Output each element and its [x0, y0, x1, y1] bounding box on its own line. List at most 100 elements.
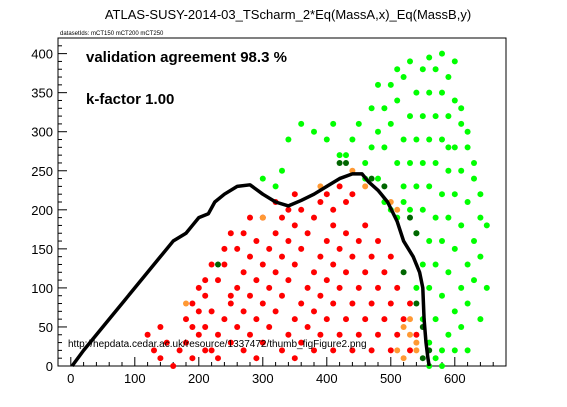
point-allowed — [445, 168, 451, 174]
point-allowed — [445, 144, 451, 150]
point-excluded-border — [413, 340, 419, 346]
point-allowed-border — [337, 160, 343, 166]
point-excluded — [330, 301, 336, 307]
point-excluded — [381, 316, 387, 322]
point-allowed — [407, 58, 413, 64]
point-excluded — [196, 308, 202, 314]
x-tick-label: 300 — [252, 371, 274, 386]
point-allowed — [452, 347, 458, 353]
point-allowed — [369, 105, 375, 111]
y-tick-label: 400 — [31, 47, 53, 62]
point-allowed — [439, 137, 445, 143]
point-allowed — [477, 215, 483, 221]
dataset-subtitle: datasetIds: mCT150 mCT200 mCT250 — [60, 31, 164, 37]
point-allowed — [401, 137, 407, 143]
point-excluded — [298, 301, 304, 307]
point-allowed — [458, 105, 464, 111]
point-allowed — [471, 277, 477, 283]
point-excluded — [305, 230, 311, 236]
point-excluded — [356, 285, 362, 291]
point-excluded — [413, 332, 419, 338]
point-excluded — [356, 238, 362, 244]
point-allowed-border — [407, 215, 413, 221]
point-excluded — [221, 261, 227, 267]
point-allowed — [458, 121, 464, 127]
point-excluded — [298, 207, 304, 213]
point-excluded — [401, 316, 407, 322]
point-excluded — [253, 238, 259, 244]
point-excluded — [273, 308, 279, 314]
point-allowed — [439, 293, 445, 299]
agreement-annotation: validation agreement 98.3 % — [86, 49, 287, 66]
point-excluded — [189, 301, 195, 307]
chart-title: ATLAS-SUSY-2014-03_TScharm_2*Eq(MassA,x)… — [105, 7, 471, 22]
point-excluded — [311, 269, 317, 275]
point-excluded-border — [401, 324, 407, 330]
point-excluded — [253, 277, 259, 283]
point-excluded — [215, 277, 221, 283]
point-excluded — [247, 293, 253, 299]
point-allowed — [426, 285, 432, 291]
point-excluded — [247, 254, 253, 260]
point-excluded — [221, 246, 227, 252]
point-excluded — [343, 230, 349, 236]
point-excluded — [330, 222, 336, 228]
point-allowed-border — [401, 269, 407, 275]
source-url: http://hepdata.cedar.ac.uk/resource/1337… — [68, 339, 367, 350]
point-allowed — [420, 261, 426, 267]
point-allowed — [401, 74, 407, 80]
point-allowed — [458, 168, 464, 174]
point-excluded-border — [362, 183, 368, 189]
point-excluded — [324, 191, 330, 197]
point-excluded-border — [401, 355, 407, 361]
point-excluded — [253, 316, 259, 322]
point-excluded — [349, 191, 355, 197]
point-excluded — [311, 215, 317, 221]
point-excluded — [292, 222, 298, 228]
point-excluded — [311, 308, 317, 314]
point-excluded — [343, 199, 349, 205]
point-allowed — [433, 261, 439, 267]
y-tick-label: 250 — [31, 164, 53, 179]
point-excluded — [349, 301, 355, 307]
point-excluded — [369, 301, 375, 307]
point-allowed — [439, 347, 445, 353]
point-excluded — [349, 254, 355, 260]
point-allowed — [452, 191, 458, 197]
point-allowed — [426, 137, 432, 143]
point-allowed — [349, 137, 355, 143]
point-excluded — [330, 207, 336, 213]
y-tick-label: 200 — [31, 203, 53, 218]
point-excluded — [337, 285, 343, 291]
point-excluded — [247, 215, 253, 221]
point-excluded — [228, 230, 234, 236]
point-allowed — [465, 199, 471, 205]
point-excluded — [292, 191, 298, 197]
point-allowed — [465, 347, 471, 353]
point-excluded — [234, 246, 240, 252]
point-excluded — [234, 324, 240, 330]
point-allowed — [433, 160, 439, 166]
point-allowed — [381, 105, 387, 111]
point-allowed — [413, 137, 419, 143]
point-allowed — [439, 363, 445, 369]
point-allowed — [477, 316, 483, 322]
point-allowed — [484, 222, 490, 228]
point-allowed-border — [215, 261, 221, 267]
point-excluded-border — [260, 215, 266, 221]
point-excluded — [266, 246, 272, 252]
point-excluded — [221, 316, 227, 322]
point-excluded — [324, 316, 330, 322]
x-tick-label: 100 — [124, 371, 146, 386]
point-excluded — [394, 332, 400, 338]
point-excluded — [375, 238, 381, 244]
point-excluded — [241, 230, 247, 236]
point-allowed — [452, 58, 458, 64]
point-allowed — [413, 183, 419, 189]
point-excluded — [388, 301, 394, 307]
kfactor-annotation: k-factor 1.00 — [86, 91, 174, 108]
y-tick-label: 150 — [31, 242, 53, 257]
x-tick-label: 500 — [380, 371, 402, 386]
point-allowed — [452, 97, 458, 103]
point-allowed-border — [381, 183, 387, 189]
